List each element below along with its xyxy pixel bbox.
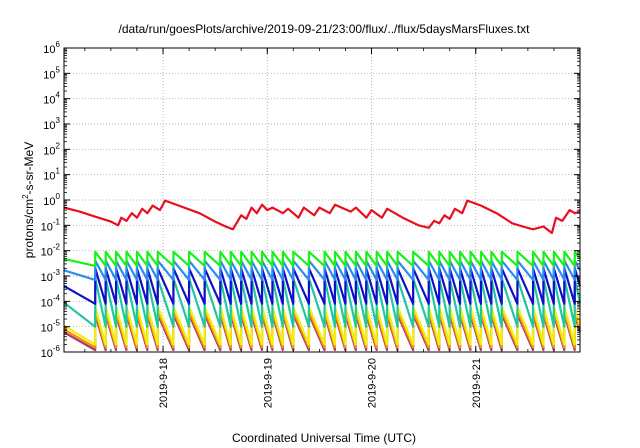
y-tick-base: 10 [41,221,53,233]
y-tick-exponent: -2 [53,243,61,252]
y-tick-exponent: 3 [56,116,61,125]
y-tick-label: 10-3 [41,268,61,284]
y-tick-exponent: 2 [56,141,61,150]
y-tick-label: 100 [43,192,60,208]
y-tick-label: 101 [43,167,60,183]
series-line [63,250,581,267]
y-tick-exponent: -1 [53,217,61,226]
y-tick-label: 102 [43,141,60,157]
y-tick-exponent: -5 [53,319,61,328]
y-tick-base: 10 [41,272,53,284]
x-axis: 2019-9-18 2019-9-19 2019-9-20 2019-9-21 [84,48,555,408]
x-tick-label: 2019-9-18 [158,358,170,408]
y-tick-base: 10 [43,44,55,56]
x-tick-label: 2019-9-21 [471,358,483,408]
y-tick-label: 105 [43,65,60,81]
y-tick-label: 103 [43,116,60,132]
series-line [63,199,581,235]
y-tick-label: 10-5 [41,319,61,335]
y-tick-base: 10 [43,171,55,183]
y-tick-exponent: 0 [56,192,61,201]
y-tick-label: 10-6 [41,344,61,360]
chart-title: /data/run/goesPlots/archive/2019-09-21/2… [119,22,531,36]
series-line [63,267,582,305]
series-line [63,277,582,328]
y-tick-exponent: 4 [56,91,61,100]
y-tick-exponent: -4 [53,293,61,302]
series-line [63,259,581,281]
y-tick-base: 10 [43,120,55,132]
y-tick-base: 10 [43,145,55,157]
y-tick-label: 10-4 [41,293,61,309]
y-tick-exponent: -6 [53,344,61,353]
y-axis-label-main: protons/cm [22,199,36,258]
y-tick-base: 10 [41,348,53,360]
y-axis: 10-610-510-410-310-210-11001011021031041… [41,40,580,360]
y-tick-base: 10 [41,247,53,259]
y-tick-base: 10 [41,323,53,335]
y-tick-label: 106 [43,40,60,56]
y-tick-exponent: -3 [53,268,61,277]
y-tick-base: 10 [41,297,53,309]
y-axis-label-sup: 2 [21,194,30,199]
x-tick-label: 2019-9-20 [367,358,379,408]
y-tick-base: 10 [43,95,55,107]
series-group [63,199,582,352]
y-tick-label: 104 [43,91,60,107]
y-tick-base: 10 [43,196,55,208]
x-tick-label: 2019-9-19 [262,358,274,408]
grid [64,48,580,352]
y-tick-label: 10-2 [41,243,61,259]
y-axis-label: protons/cm2-s-sr-MeV [21,142,36,258]
y-tick-exponent: 5 [56,65,61,74]
y-axis-label-rest: -s-sr-MeV [22,142,36,195]
y-tick-exponent: 1 [56,167,61,176]
series-line [63,305,582,346]
x-axis-label: Coordinated Universal Time (UTC) [232,431,416,445]
y-tick-label: 10-1 [41,217,61,233]
y-tick-exponent: 6 [56,40,61,49]
y-tick-base: 10 [43,69,55,81]
